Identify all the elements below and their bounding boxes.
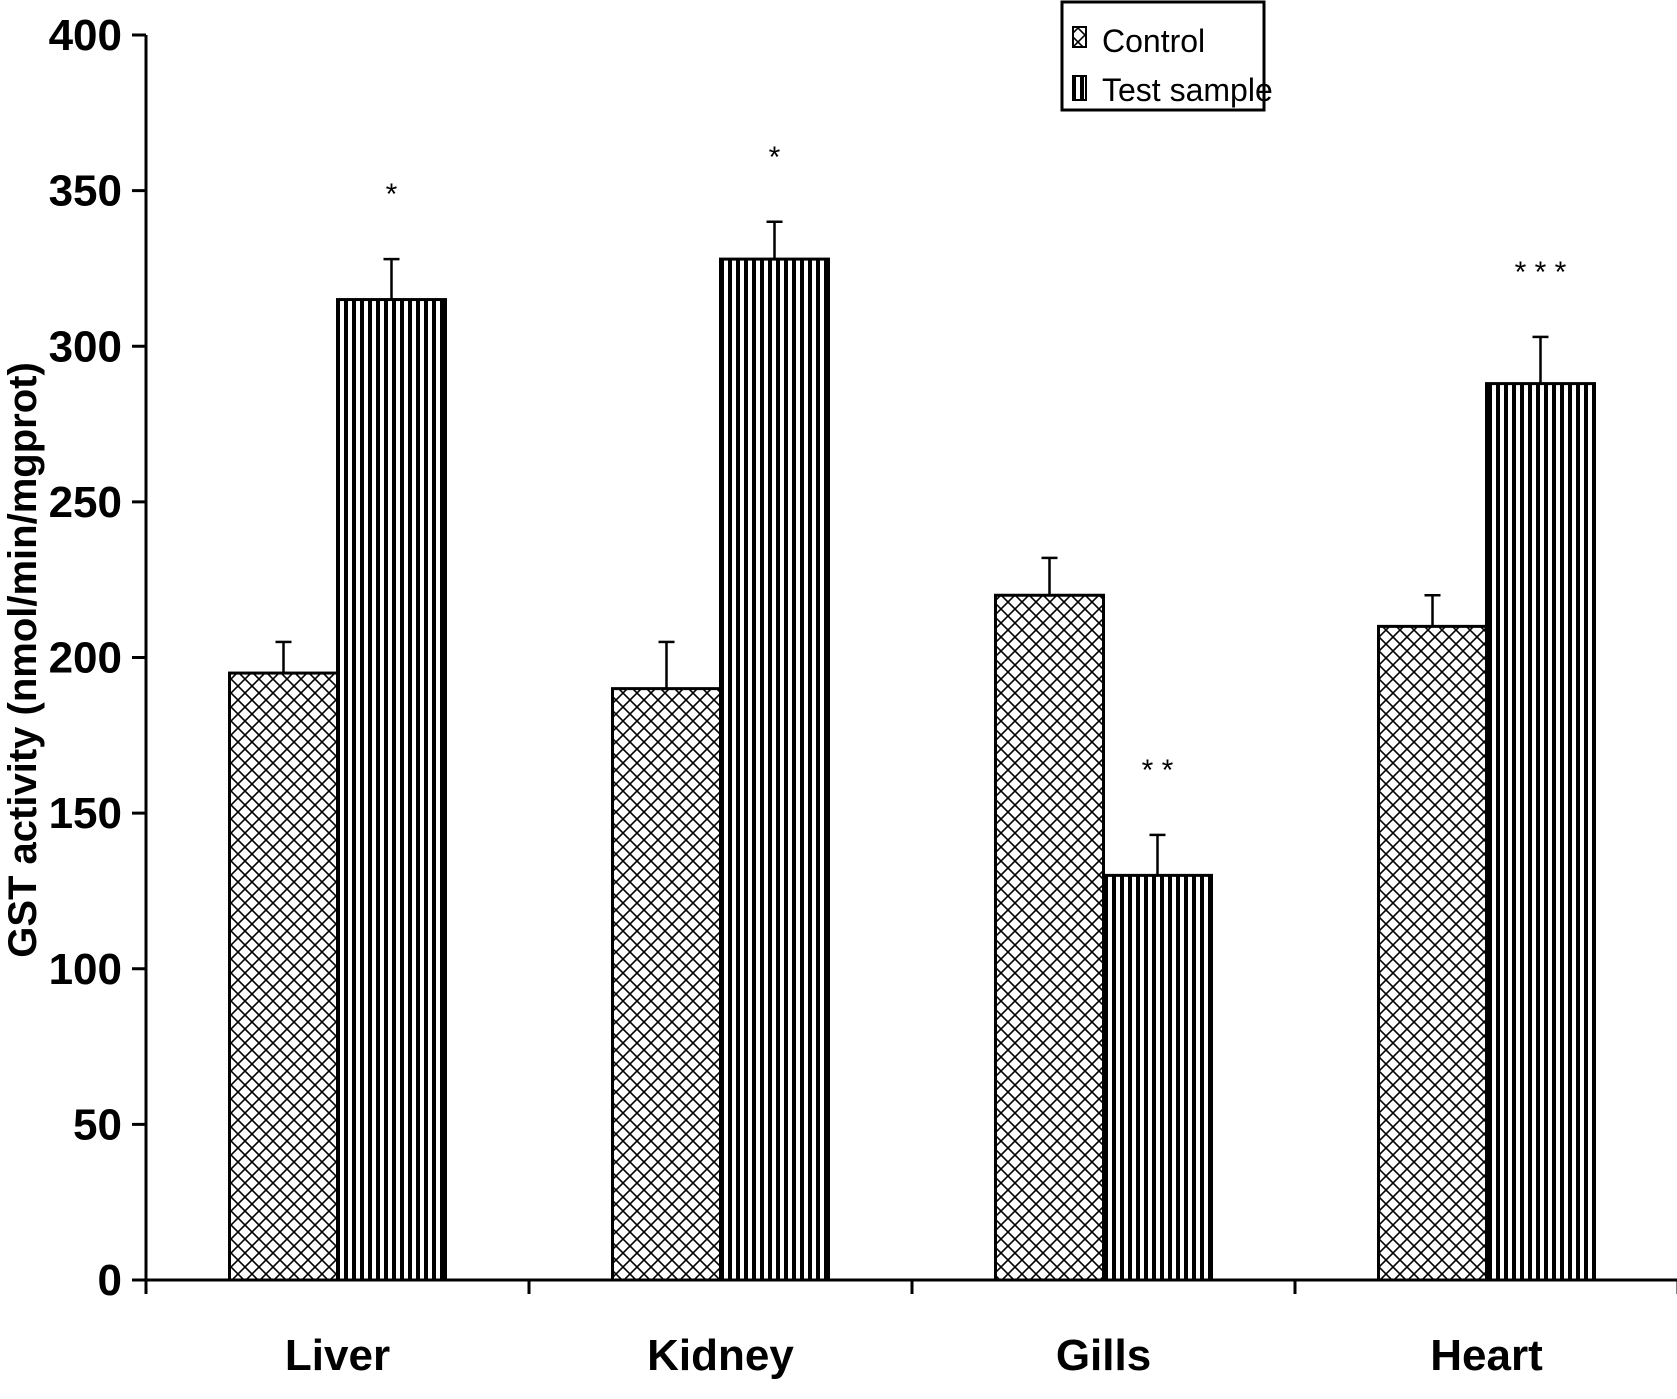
y-tick-label: 0 <box>98 1256 122 1305</box>
x-axis: Liver Kidney Gills Heart <box>144 1278 1677 1380</box>
bar-test-sample-heart <box>1485 382 1596 1282</box>
bars-group <box>228 257 1596 1282</box>
x-tick-label: Gills <box>1056 1331 1151 1380</box>
legend-label-test-sample: Test sample <box>1102 72 1273 108</box>
x-tick-label: Liver <box>285 1331 390 1380</box>
y-axis: 0 50 100 150 200 250 300 350 400 <box>49 11 148 1305</box>
bar-test-sample-kidney <box>719 257 830 1282</box>
bar-control-kidney <box>611 687 722 1282</box>
y-tick-label: 200 <box>49 634 122 683</box>
y-tick-label: 300 <box>49 322 122 371</box>
significance-marker-heart: * * * <box>1515 256 1567 289</box>
y-tick-label: 400 <box>49 11 122 60</box>
significance-marker-kidney: * <box>769 141 781 174</box>
legend-swatch-test <box>1072 75 1087 101</box>
y-tick-label: 50 <box>73 1100 122 1149</box>
y-tick-label: 250 <box>49 478 122 527</box>
bar-test-sample-liver <box>336 298 447 1282</box>
legend-box <box>1060 0 1266 112</box>
significance-marker-liver: * <box>386 178 398 211</box>
y-tick-label: 100 <box>49 945 122 994</box>
error-bars-group <box>275 220 1549 876</box>
y-tick-label: 350 <box>49 167 122 216</box>
x-tick-label: Kidney <box>647 1331 794 1380</box>
significance-marker-gills: * * <box>1142 754 1174 787</box>
y-axis-label: GST activity (nmol/min/mgprot) <box>1 362 45 958</box>
bar-test-sample-gills <box>1102 873 1213 1282</box>
y-tick-label: 150 <box>49 789 122 838</box>
legend-swatch-control <box>1072 26 1087 48</box>
bar-control-heart <box>1377 624 1488 1282</box>
significance-annotations: * * * * * * * <box>386 141 1567 787</box>
x-tick-label: Heart <box>1430 1331 1543 1380</box>
bar-control-liver <box>228 671 339 1282</box>
legend: Control Test sample <box>1060 0 1273 112</box>
bar-control-gills <box>994 593 1105 1282</box>
legend-label-control: Control <box>1102 23 1205 59</box>
